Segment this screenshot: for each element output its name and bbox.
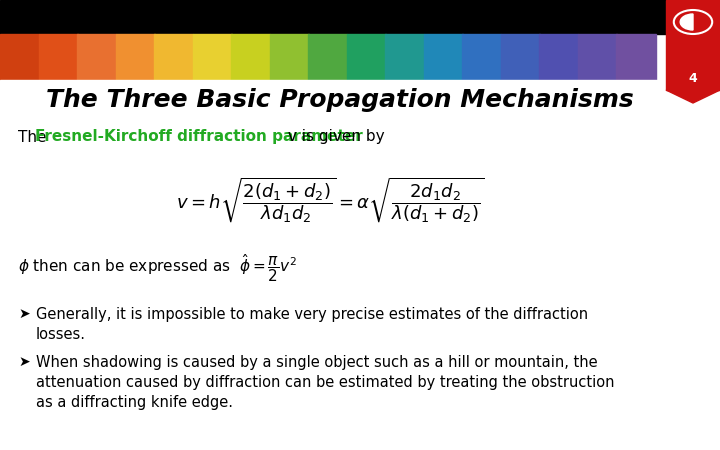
Bar [0,80,720,450]
Bar [0,34,39,80]
Bar [501,34,540,80]
Bar [424,34,463,80]
Bar [539,34,578,80]
Text: Generally, it is impossible to make very precise estimates of the diffraction
lo: Generally, it is impossible to make very… [36,307,588,342]
Bar [270,34,309,80]
Text: $v = h\sqrt{\dfrac{2(d_1 + d_2)}{\lambda d_1 d_2}} = \alpha\sqrt{\dfrac{2d_1 d_2: $v = h\sqrt{\dfrac{2(d_1 + d_2)}{\lambda… [176,175,485,225]
Text: ➤: ➤ [18,355,30,369]
Bar [77,34,116,80]
Bar [578,34,617,80]
Bar [347,34,386,80]
Text: 4: 4 [688,72,698,85]
Text: Fresnel-Kirchoff diffraction parameter: Fresnel-Kirchoff diffraction parameter [35,130,363,144]
Bar [154,34,193,80]
Text: When shadowing is caused by a single object such as a hill or mountain, the
atte: When shadowing is caused by a single obj… [36,355,614,410]
Bar [666,0,720,90]
Bar [193,34,232,80]
Wedge shape [680,14,693,30]
Bar [39,34,78,80]
Text: The Three Basic Propagation Mechanisms: The Three Basic Propagation Mechanisms [46,88,634,112]
Bar [116,34,155,80]
Text: ➤: ➤ [18,307,30,321]
Text: $\phi$ then can be expressed as  $\hat{\phi} = \dfrac{\pi}{2}v^2$: $\phi$ then can be expressed as $\hat{\p… [18,252,297,284]
Text: v is given by: v is given by [283,130,384,144]
Bar [462,34,501,80]
Bar [385,34,424,80]
Bar [231,34,270,80]
Text: The: The [18,130,51,144]
Bar [616,34,655,80]
Bar [308,34,347,80]
Bar [0,0,720,34]
Polygon shape [666,90,720,103]
